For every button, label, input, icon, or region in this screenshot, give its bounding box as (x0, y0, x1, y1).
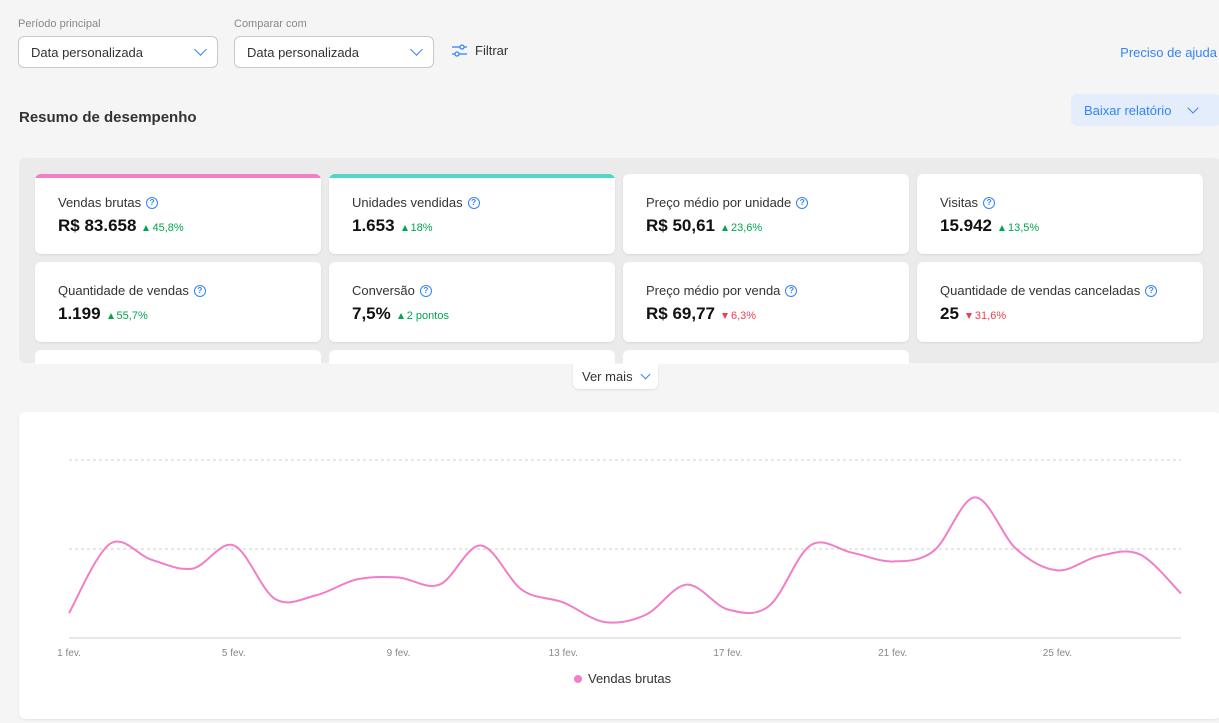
x-tick-label: 9 fev. (387, 648, 411, 659)
metric-value: 1.653 (352, 216, 395, 235)
arrow-up-icon (397, 313, 404, 319)
metric-value: 15.942 (940, 216, 992, 235)
metric-delta: 55,7% (107, 310, 148, 322)
compare-label: Comparar com (234, 18, 307, 30)
filter-button[interactable]: Filtrar (452, 43, 508, 58)
series-line-gross-sales[interactable] (68, 496, 1182, 624)
arrow-up-icon (722, 225, 728, 231)
metric-delta: 18% (401, 222, 433, 234)
metric-card-units-sold[interactable]: Unidades vendidas? 1.653 18% (329, 174, 615, 254)
metric-value: R$ 69,77 (646, 304, 715, 323)
x-tick-label: 21 fev. (878, 648, 907, 659)
help-circle-icon[interactable]: ? (1145, 284, 1158, 297)
arrow-down-icon (965, 313, 972, 319)
metric-label: Unidades vendidas (352, 195, 463, 210)
x-tick-label: 1 fev. (57, 648, 81, 659)
metric-card-avg-price-unit[interactable]: Preço médio por unidade? R$ 50,61 23,6% (623, 174, 909, 254)
metric-delta: 45,8% (143, 222, 184, 234)
download-report-button[interactable]: Baixar relatório (1071, 94, 1219, 126)
arrow-down-icon (722, 313, 728, 319)
x-tick-label: 25 fev. (1043, 648, 1072, 659)
help-circle-icon[interactable]: ? (467, 196, 480, 209)
chart-legend: Vendas brutas (574, 671, 671, 686)
filter-label: Filtrar (475, 43, 509, 58)
metric-label: Visitas (940, 195, 979, 210)
arrow-up-icon (401, 225, 408, 231)
metric-delta: 23,6% (722, 222, 762, 234)
section-title: Resumo de desempenho (19, 109, 197, 126)
main-period-value: Data personalizada (31, 44, 144, 60)
legend-dot (574, 674, 582, 683)
see-more-label: Ver mais (582, 369, 633, 384)
metric-value: 25 (940, 304, 959, 323)
metric-delta: 6,3% (722, 310, 756, 322)
legend-label: Vendas brutas (588, 671, 672, 686)
metric-card-cancelled-sales[interactable]: Quantidade de vendas canceladas? 25 31,6… (917, 262, 1203, 342)
compare-value: Data personalizada (247, 44, 360, 60)
metric-delta: 2 pontos (397, 310, 449, 322)
help-link[interactable]: Preciso de ajuda (1120, 45, 1217, 60)
metric-value: R$ 50,61 (646, 216, 715, 235)
metric-label: Quantidade de vendas (58, 283, 189, 298)
metric-label: Vendas brutas (58, 195, 142, 210)
metric-value: 7,5% (352, 304, 391, 323)
filter-sliders-icon (452, 44, 467, 57)
metric-delta: 31,6% (965, 310, 1006, 322)
chevron-down-icon (640, 369, 651, 380)
metric-label: Conversão (352, 283, 415, 298)
card-highlight-bar (329, 174, 615, 178)
chevron-down-icon (194, 43, 207, 56)
metric-label: Quantidade de vendas canceladas (940, 283, 1141, 298)
x-tick-label: 5 fev. (222, 648, 246, 659)
compare-select[interactable]: Data personalizada (234, 36, 434, 68)
main-period-select[interactable]: Data personalizada (18, 36, 218, 68)
see-more-button[interactable]: Ver mais (573, 364, 658, 389)
metric-delta: 13,5% (999, 222, 1039, 234)
metric-value: 1.199 (58, 304, 101, 323)
sales-chart-card: 1 fev. 5 fev. 9 fev. 13 fev. 17 fev. 21 fev. 2… (19, 412, 1219, 719)
help-circle-icon[interactable]: ? (796, 196, 809, 209)
arrow-up-icon (999, 225, 1005, 231)
metric-value: R$ 83.658 (58, 216, 137, 235)
metric-card-hidden (623, 350, 909, 364)
help-circle-icon[interactable]: ? (983, 196, 996, 209)
help-circle-icon[interactable]: ? (419, 284, 432, 297)
metrics-panel: Vendas brutas? R$ 83.658 45,8% Unidades … (19, 158, 1219, 364)
download-report-label: Baixar relatório (1084, 102, 1172, 118)
sales-line-chart[interactable]: 1 fev. 5 fev. 9 fev. 13 fev. 17 fev. 21 fev. 2… (19, 412, 1219, 662)
metric-card-conversion[interactable]: Conversão? 7,5% 2 pontos (329, 262, 615, 342)
chevron-down-icon (410, 43, 423, 56)
arrow-up-icon (107, 313, 114, 319)
metric-card-gross-sales[interactable]: Vendas brutas? R$ 83.658 45,8% (35, 174, 321, 254)
metric-card-avg-price-sale[interactable]: Preço médio por venda? R$ 69,77 6,3% (623, 262, 909, 342)
chevron-down-icon (1187, 101, 1200, 114)
help-circle-icon[interactable]: ? (193, 284, 206, 297)
card-highlight-bar (35, 174, 321, 178)
x-tick-label: 13 fev. (549, 648, 578, 659)
x-tick-label: 17 fev. (713, 648, 742, 659)
arrow-up-icon (143, 225, 150, 231)
metric-card-hidden (329, 350, 615, 364)
metric-label: Preço médio por unidade (646, 195, 792, 210)
help-circle-icon[interactable]: ? (785, 284, 798, 297)
metric-card-sales-count[interactable]: Quantidade de vendas? 1.199 55,7% (35, 262, 321, 342)
metric-card-hidden (35, 350, 321, 364)
main-period-label: Período principal (18, 18, 101, 30)
metric-card-visits[interactable]: Visitas? 15.942 13,5% (917, 174, 1203, 254)
metric-label: Preço médio por venda (646, 283, 781, 298)
help-circle-icon[interactable]: ? (146, 196, 159, 209)
